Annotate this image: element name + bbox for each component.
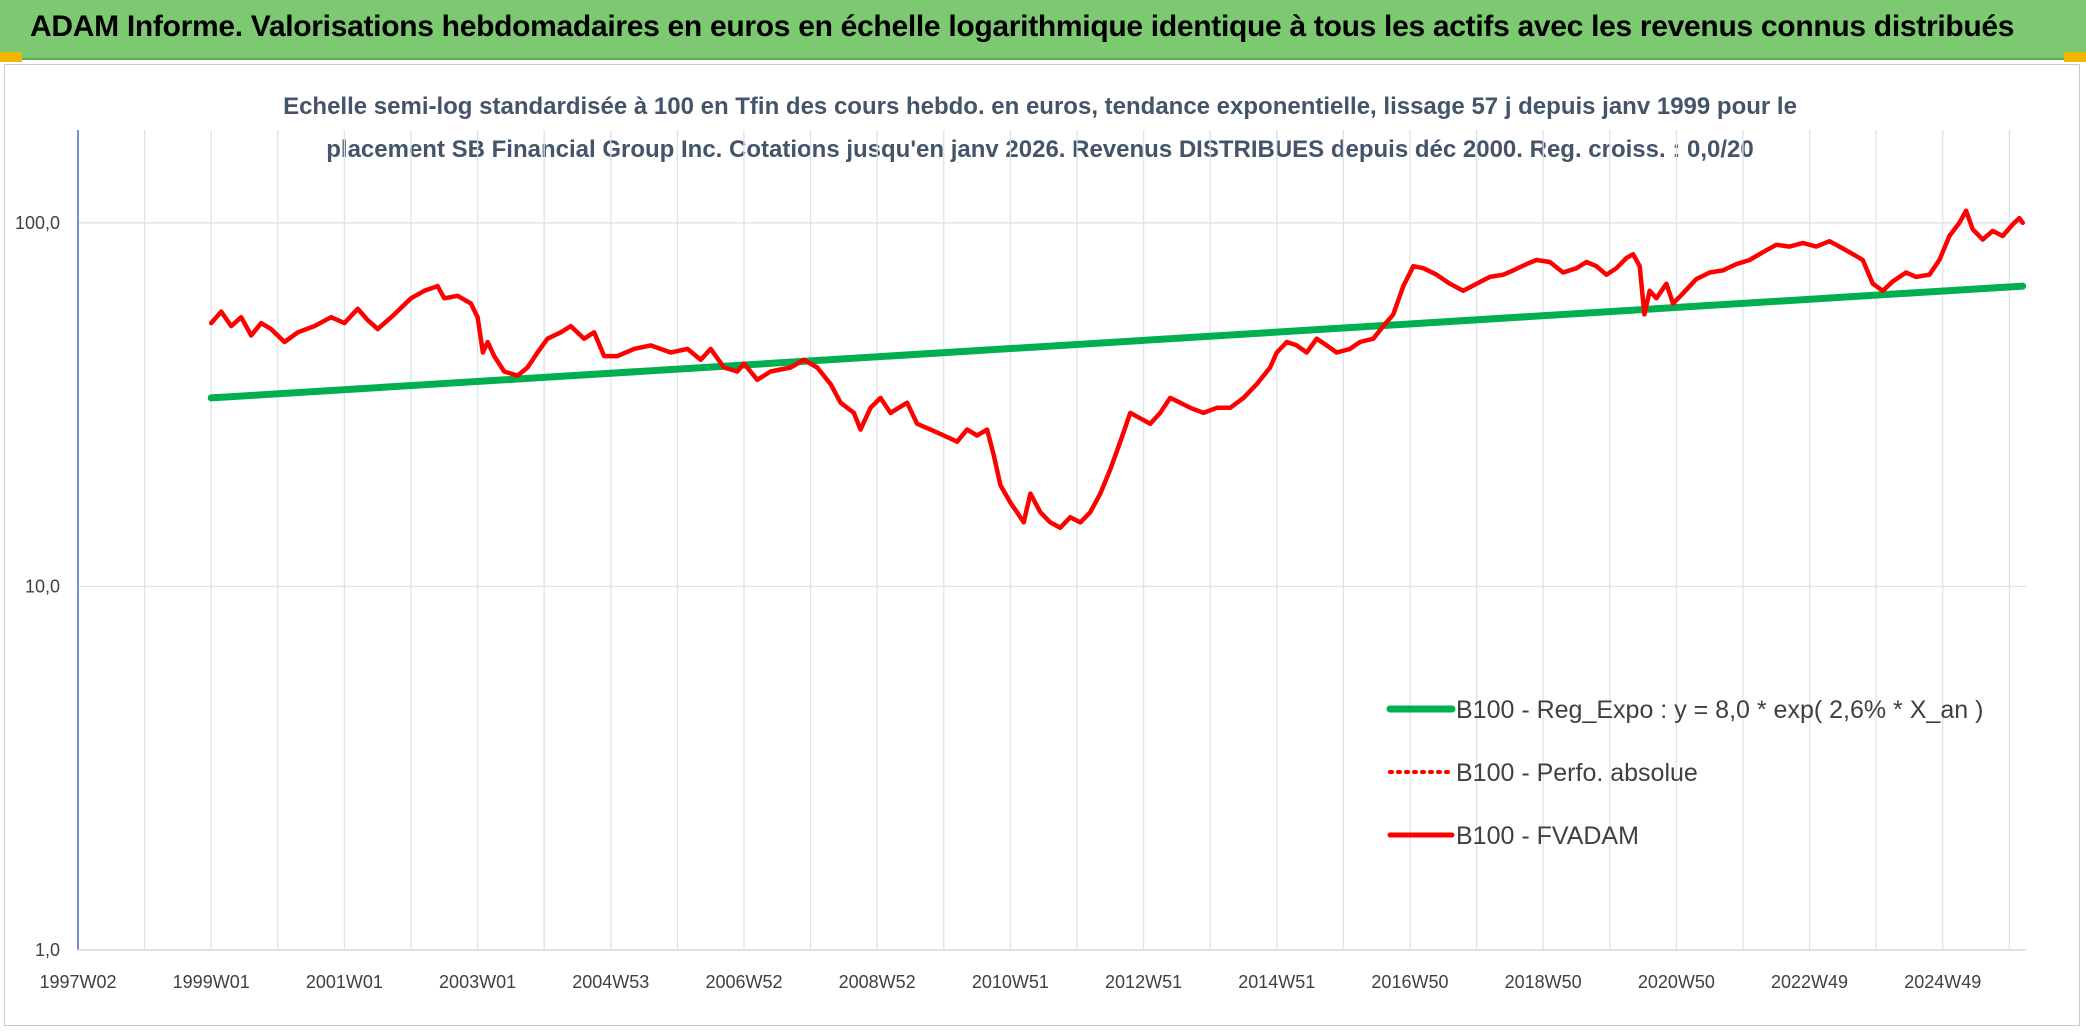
x-tick-label: 2020W50: [1638, 972, 1715, 992]
corner-accent-right: [2064, 52, 2086, 62]
y-tick-label: 1,0: [35, 940, 60, 960]
x-tick-label: 2003W01: [439, 972, 516, 992]
x-tick-label: 2010W51: [972, 972, 1049, 992]
title-banner: ADAM Informe. Valorisations hebdomadaire…: [0, 0, 2086, 60]
x-tick-label: 2016W50: [1371, 972, 1448, 992]
x-tick-label: 1997W02: [39, 972, 116, 992]
page-title: ADAM Informe. Valorisations hebdomadaire…: [30, 10, 2015, 43]
x-tick-label: 2006W52: [705, 972, 782, 992]
legend-entry-label: B100 - Reg_Expo : y = 8,0 * exp( 2,6% * …: [1456, 696, 1983, 724]
y-tick-label: 100,0: [15, 213, 60, 233]
series-line-fvadam: [208, 208, 2025, 530]
x-tick-label: 2024W49: [1904, 972, 1981, 992]
x-tick-label: 2018W50: [1505, 972, 1582, 992]
legend: B100 - Reg_Expo : y = 8,0 * exp( 2,6% * …: [1386, 696, 1983, 850]
x-tick-label: 1999W01: [173, 972, 250, 992]
axes: [77, 130, 2026, 951]
legend-entry-label: B100 - FVADAM: [1456, 822, 1639, 850]
chart-subtitle-line-2: placement SB Financial Group Inc. Cotati…: [326, 136, 1753, 163]
x-tick-label: 2012W51: [1105, 972, 1182, 992]
tick-labels: 1,0 10,0 100,0 1997W02 1999W01 2001W01 2003W01…: [15, 213, 1981, 992]
series-lines: [207, 208, 2027, 530]
x-tick-label: 2004W53: [572, 972, 649, 992]
chart-frame: [4, 64, 2080, 1026]
legend-entry-label: B100 - Perfo. absolue: [1456, 759, 1698, 787]
x-tick-label: 2022W49: [1771, 972, 1848, 992]
x-tick-label: 2001W01: [306, 972, 383, 992]
x-tick-label: 2008W52: [839, 972, 916, 992]
x-tick-label: 2014W51: [1238, 972, 1315, 992]
y-tick-label: 10,0: [25, 576, 60, 596]
grid-lines: [77, 130, 2026, 951]
corner-accent-left: [0, 52, 22, 62]
series-line-trend: [207, 282, 2027, 402]
chart-subtitle-line-1: Echelle semi-log standardisée à 100 en T…: [283, 93, 1797, 120]
